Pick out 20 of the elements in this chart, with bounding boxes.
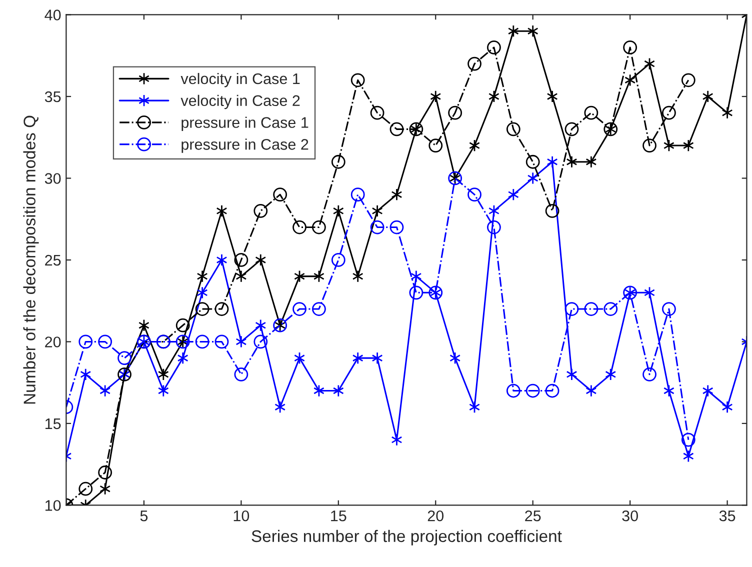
y-tick-label: 15: [45, 418, 61, 430]
legend-label: pressure in Case 1: [182, 116, 308, 131]
y-tick-label: 40: [44, 10, 61, 20]
y-tick-label: 25: [45, 254, 61, 266]
x-tick-label: 25: [525, 510, 541, 522]
y-tick-label: 35: [44, 91, 61, 102]
x-tick-label: 35: [719, 510, 736, 522]
legend-label: velocity in Case 2: [180, 94, 300, 110]
x-tick-label: 20: [428, 510, 444, 522]
x-axis-title: Series number of the projection coefficient: [252, 530, 562, 546]
x-tick-label: 15: [331, 510, 346, 522]
legend-label: velocity in Case 1: [180, 72, 300, 88]
x-tick-label: 5: [140, 510, 148, 522]
x-tick-label: 10: [234, 510, 250, 522]
y-tick-label: 20: [45, 336, 61, 348]
y-axis-title: Number of the decomposition modes Q: [23, 116, 39, 404]
y-tick-label: 30: [44, 173, 61, 184]
y-tick-label: 10: [45, 500, 61, 511]
legend-label: pressure in Case 2: [182, 138, 308, 153]
x-tick-label: 30: [622, 510, 638, 522]
